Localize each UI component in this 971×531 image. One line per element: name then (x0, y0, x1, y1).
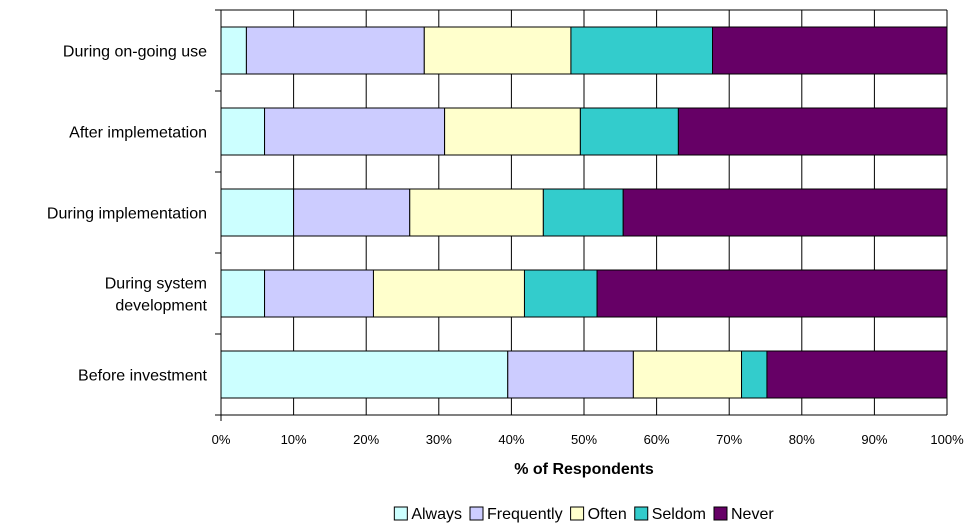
bar-segment-seldom (741, 350, 768, 399)
bar-segment-frequently (264, 107, 446, 156)
legend-label-frequently: Frequently (487, 506, 563, 523)
bar-segment-often (632, 350, 743, 399)
bar-segment-frequently (264, 269, 374, 318)
category-label: After implemetation (69, 125, 207, 142)
bar-segment-always (220, 26, 247, 75)
legend: Always Frequently Often Seldom Never (393, 506, 774, 523)
axes (215, 9, 947, 421)
category-label: During on-going use (63, 44, 207, 61)
legend-label-never: Never (731, 506, 774, 523)
bar-segment-often (423, 26, 572, 75)
bar-segment-always (220, 188, 295, 237)
x-tick-labels: 0% 10% 20% 30% 40% 50% 60% 70% 80% 90% 100% (212, 432, 964, 447)
bar-segment-seldom (523, 269, 598, 318)
bar-segment-frequently (507, 350, 634, 399)
x-tick-label: 0% (212, 432, 231, 447)
category-labels: During on-going use After implemetation Du… (47, 44, 208, 385)
bar-segment-never (596, 269, 948, 318)
x-tick-label: 20% (353, 432, 379, 447)
bar-segment-seldom (542, 188, 624, 237)
category-label: development (115, 298, 207, 315)
category-label: Before investment (78, 368, 208, 385)
bar-segment-never (677, 107, 948, 156)
bar-segment-seldom (579, 107, 679, 156)
x-tick-label: 90% (861, 432, 887, 447)
legend-swatch-frequently (469, 506, 484, 521)
legend-swatch-seldom (634, 506, 649, 521)
bar-segment-frequently (245, 26, 425, 75)
bar-segment-seldom (570, 26, 714, 75)
legend-swatch-often (570, 506, 585, 521)
legend-label-always: Always (411, 506, 462, 523)
bar-segment-often (372, 269, 525, 318)
category-label: During implementation (47, 206, 207, 223)
x-axis-title: % of Respondents (514, 461, 654, 478)
x-tick-label: 50% (571, 432, 597, 447)
bar-segment-always (220, 269, 266, 318)
legend-label-often: Often (588, 506, 627, 523)
legend-label-seldom: Seldom (652, 506, 706, 523)
x-tick-label: 30% (426, 432, 452, 447)
bar-segment-always (220, 350, 509, 399)
x-tick-label: 80% (789, 432, 815, 447)
x-tick-label: 70% (716, 432, 742, 447)
category-label: During system (105, 276, 207, 293)
x-tick-label: 10% (281, 432, 307, 447)
bar-segment-never (622, 188, 948, 237)
x-tick-label: 40% (498, 432, 524, 447)
legend-swatch-never (713, 506, 728, 521)
x-tick-label: 60% (644, 432, 670, 447)
bar-segment-always (220, 107, 266, 156)
bar-segment-never (712, 26, 948, 75)
x-tick-label: 100% (930, 432, 964, 447)
bar-segment-often (409, 188, 544, 237)
bars (220, 26, 948, 399)
legend-swatch-always (393, 506, 408, 521)
bar-segment-frequently (293, 188, 411, 237)
bar-segment-never (766, 350, 948, 399)
bar-segment-often (444, 107, 581, 156)
